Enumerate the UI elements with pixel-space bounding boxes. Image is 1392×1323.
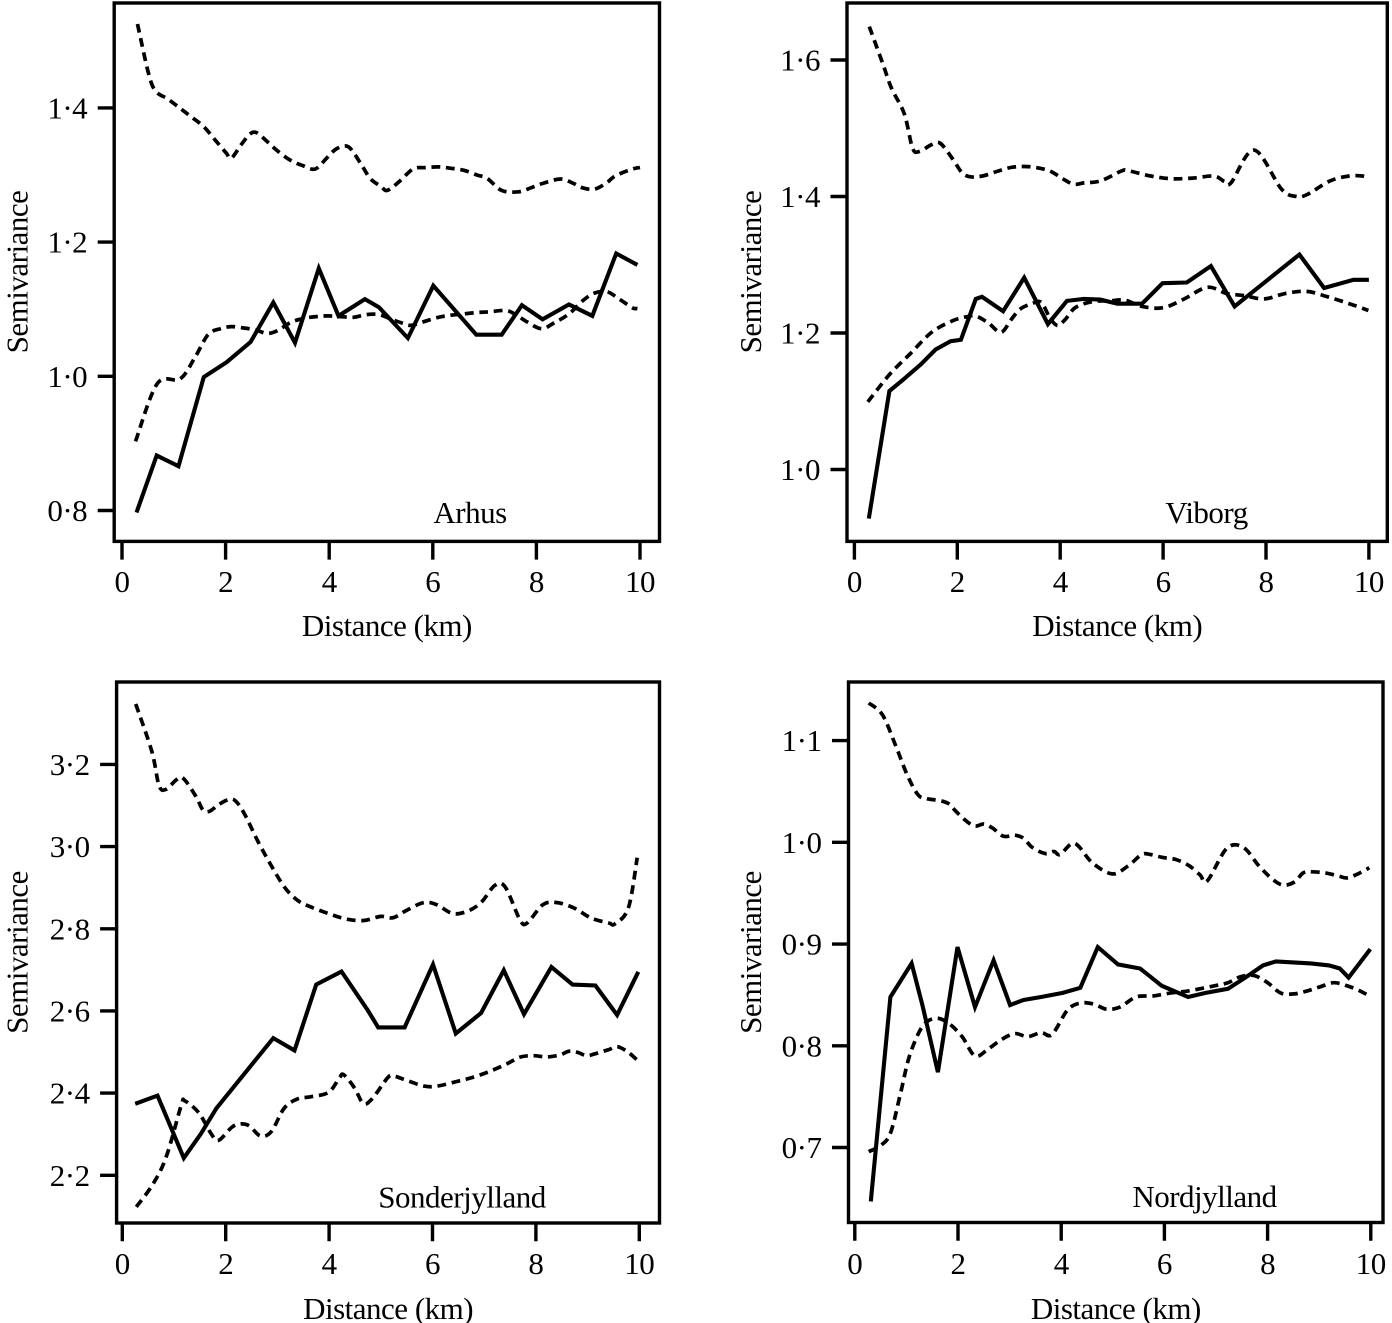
svg-text:4: 4 [1053,564,1069,599]
svg-text:Viborg: Viborg [1165,495,1247,530]
svg-text:Semivariance: Semivariance [0,871,35,1034]
svg-text:8: 8 [1259,564,1274,599]
svg-text:2: 2 [950,564,965,599]
svg-text:3·2: 3·2 [50,747,90,782]
svg-text:1·0: 1·0 [47,359,87,394]
svg-text:8: 8 [528,1246,543,1281]
svg-text:1·0: 1·0 [782,825,822,860]
svg-text:6: 6 [1156,564,1171,599]
svg-text:6: 6 [425,1246,440,1281]
svg-text:0·8: 0·8 [47,493,87,528]
svg-text:Distance (km): Distance (km) [303,1291,473,1323]
svg-text:0: 0 [847,1246,862,1281]
svg-text:6: 6 [1157,1246,1172,1281]
svg-text:0: 0 [115,1246,130,1281]
svg-text:0·7: 0·7 [782,1130,822,1165]
svg-text:Semivariance: Semivariance [0,191,35,354]
svg-text:4: 4 [322,564,338,599]
svg-text:10: 10 [1354,564,1384,599]
svg-text:1·6: 1·6 [780,43,820,78]
svg-text:4: 4 [1054,1246,1070,1281]
svg-text:2·4: 2·4 [50,1076,91,1111]
svg-text:0: 0 [847,564,862,599]
svg-text:3·0: 3·0 [50,829,90,864]
svg-text:Distance (km): Distance (km) [1032,608,1202,643]
svg-text:Distance (km): Distance (km) [302,608,472,643]
svg-text:2: 2 [218,1246,233,1281]
svg-text:10: 10 [1356,1246,1386,1281]
svg-text:1·2: 1·2 [780,316,820,351]
svg-text:2: 2 [218,564,233,599]
svg-text:2·2: 2·2 [50,1158,90,1193]
svg-text:1·2: 1·2 [47,225,87,260]
svg-text:6: 6 [425,564,440,599]
svg-text:10: 10 [624,1246,654,1281]
svg-text:0·9: 0·9 [782,927,822,962]
svg-text:2·8: 2·8 [50,911,90,946]
svg-text:10: 10 [625,564,655,599]
svg-text:2: 2 [951,1246,966,1281]
svg-text:0·8: 0·8 [782,1028,822,1063]
svg-text:1·0: 1·0 [780,452,820,487]
svg-text:1·4: 1·4 [780,179,821,214]
svg-text:1·4: 1·4 [47,90,88,125]
svg-text:1·1: 1·1 [782,723,822,758]
svg-text:4: 4 [322,1246,338,1281]
svg-text:Distance (km): Distance (km) [1031,1291,1201,1323]
svg-text:Sonderjylland: Sonderjylland [378,1180,546,1215]
svg-text:2·6: 2·6 [50,993,90,1028]
svg-text:8: 8 [1260,1246,1275,1281]
svg-text:Semivariance: Semivariance [733,191,768,354]
svg-text:0: 0 [115,564,130,599]
svg-text:Arhus: Arhus [433,495,506,530]
svg-text:8: 8 [529,564,544,599]
svg-text:Nordjylland: Nordjylland [1132,1179,1277,1214]
svg-text:Semivariance: Semivariance [733,871,768,1034]
